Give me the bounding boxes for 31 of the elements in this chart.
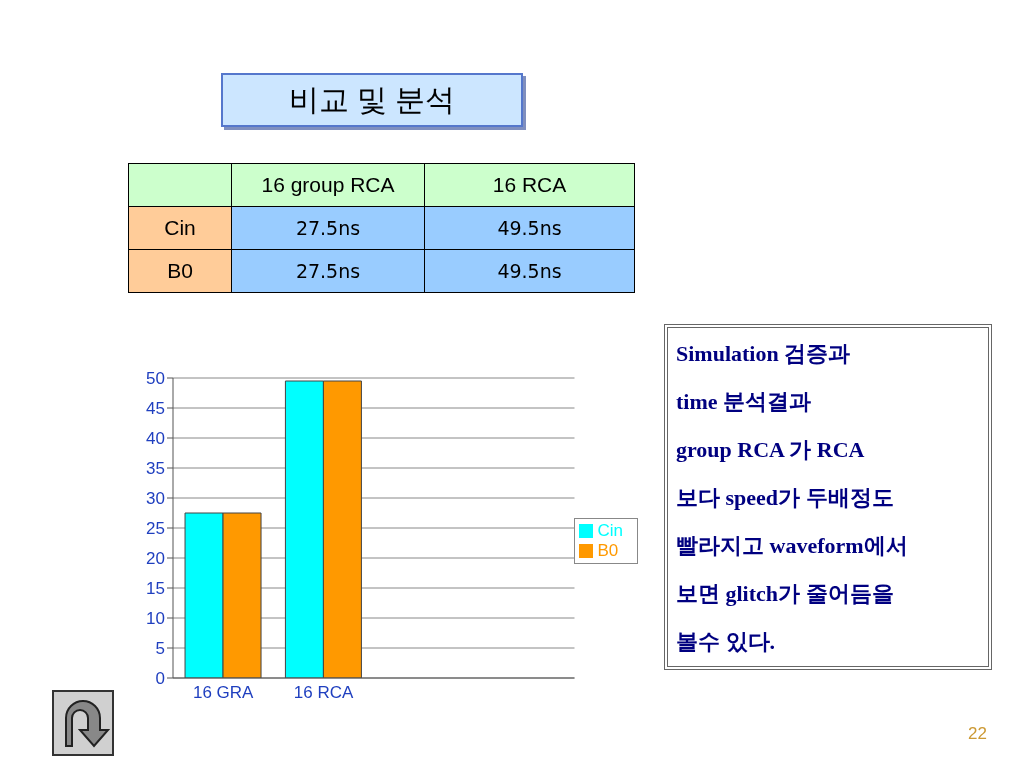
text: time 분석결과 (676, 388, 813, 416)
text: 49.5ns (424, 249, 635, 293)
y-tick-label: 40 (146, 429, 165, 449)
y-tick-label: 20 (146, 549, 165, 569)
chart-title: 비교 및 분석 (221, 73, 523, 127)
legend-label: Cin (597, 520, 623, 540)
text: Cin (164, 216, 196, 239)
y-tick-label: 0 (155, 669, 165, 689)
text: 49.5ns (424, 206, 635, 250)
text: 볼수 있다. (676, 628, 776, 656)
legend-label: B0 (597, 540, 619, 560)
text: 16 RCA (424, 163, 635, 207)
text: 27.5ns (231, 206, 425, 250)
text: 보면 glitch가 줄어듬을 (676, 580, 895, 608)
y-tick-label: 50 (146, 369, 165, 389)
text: B0 (167, 259, 193, 282)
text: 27.5ns (231, 249, 425, 293)
text: Simulation 검증과 (676, 340, 852, 368)
y-tick-label: 25 (146, 519, 165, 539)
text: 22 (968, 724, 987, 744)
y-tick-label: 10 (146, 609, 165, 629)
y-tick-label: 45 (146, 399, 165, 419)
text: group RCA 가 RCA (676, 436, 866, 464)
y-tick-label: 35 (146, 459, 165, 479)
y-tick-label: 5 (155, 639, 165, 659)
text: 빨라지고 waveform에서 (676, 532, 909, 560)
y-tick-label: 30 (146, 489, 165, 509)
text: 16 group RCA (231, 163, 425, 207)
x-tick-label: 16 GRA (192, 683, 255, 703)
text: 보다 speed가 두배정도 (676, 484, 895, 512)
y-tick-label: 15 (146, 579, 165, 599)
